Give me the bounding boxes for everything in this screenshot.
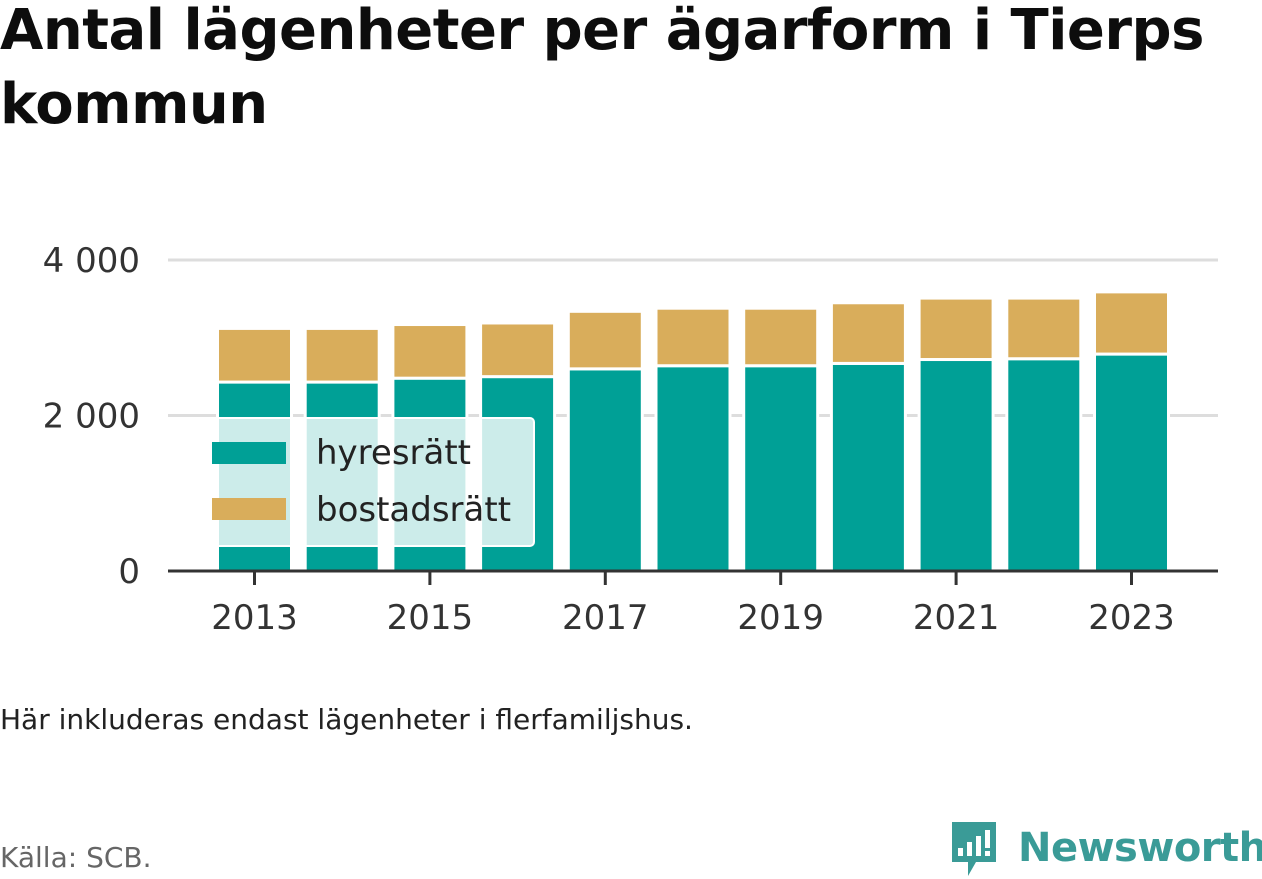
bar-hyresratt-2018 bbox=[654, 364, 732, 573]
bar-hyresratt-2022 bbox=[1005, 357, 1083, 573]
bar-bostadsratt-2020 bbox=[829, 301, 907, 365]
chart-note: Här inkluderas endast lägenheter i flerf… bbox=[0, 703, 693, 736]
bar-hyresratt-2021 bbox=[917, 358, 995, 573]
x-tick-label: 2017 bbox=[562, 598, 649, 638]
legend: hyresrätt bostadsrätt bbox=[199, 417, 535, 547]
newsworthy-logo: Newsworthy bbox=[950, 818, 1262, 878]
x-tick-label: 2015 bbox=[387, 598, 474, 638]
newsworthy-chart-icon bbox=[952, 822, 996, 876]
bar-bostadsratt-2018 bbox=[654, 306, 732, 368]
y-tick-label: 2 000 bbox=[43, 397, 140, 437]
bar-bostadsratt-2013 bbox=[216, 326, 293, 384]
legend-label-hyresratt: hyresrätt bbox=[316, 433, 471, 473]
bar-bostadsratt-2017 bbox=[566, 309, 644, 371]
bar-bostadsratt-2014 bbox=[303, 326, 381, 384]
y-tick-label: 4 000 bbox=[43, 241, 140, 281]
bar-bostadsratt-2023 bbox=[1093, 290, 1170, 356]
bar-hyresratt-2020 bbox=[829, 361, 907, 573]
legend-label-bostadsratt: bostadsrätt bbox=[316, 490, 511, 530]
bar-hyresratt-2023 bbox=[1093, 352, 1170, 573]
axes: 0 2 000 4 000 2013 2015 2017 2019 2021 2023 bbox=[43, 241, 1218, 638]
bar-hyresratt-2017 bbox=[566, 367, 644, 573]
legend-swatch-bostadsratt bbox=[212, 498, 286, 520]
chart-title: Antal lägenheter per ägarform i Tierps k… bbox=[0, 0, 1204, 137]
x-tick-label: 2019 bbox=[737, 598, 824, 638]
bar-bostadsratt-2015 bbox=[391, 323, 469, 380]
stacked-bar-chart: 0 2 000 4 000 2013 2015 2017 2019 2021 2023 hyre… bbox=[43, 241, 1218, 638]
bar-hyresratt-2019 bbox=[742, 364, 820, 573]
brand-name: Newsworthy bbox=[1018, 825, 1262, 871]
bar-bostadsratt-2022 bbox=[1005, 296, 1083, 361]
bar-bostadsratt-2021 bbox=[917, 296, 995, 362]
source-text: Källa: SCB. bbox=[0, 841, 152, 874]
y-tick-label: 0 bbox=[118, 552, 140, 592]
x-tick-label: 2023 bbox=[1088, 598, 1175, 638]
bar-bostadsratt-2016 bbox=[479, 321, 557, 379]
x-tick-label: 2021 bbox=[913, 598, 1000, 638]
bar-bostadsratt-2019 bbox=[742, 306, 820, 368]
legend-swatch-hyresratt bbox=[212, 442, 286, 464]
x-tick-label: 2013 bbox=[211, 598, 298, 638]
